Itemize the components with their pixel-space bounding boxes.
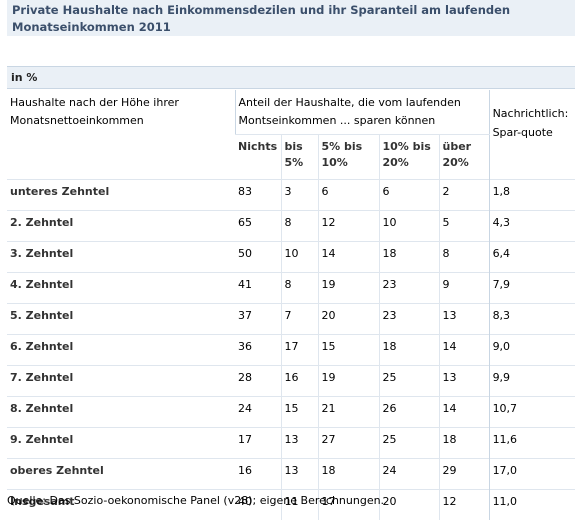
- cell-value: 20: [318, 304, 379, 335]
- cell-value: 21: [318, 397, 379, 428]
- sub-header-ueber20: über 20%: [439, 135, 489, 180]
- cell-value: 20: [379, 490, 439, 520]
- cell-value: 23: [379, 273, 439, 304]
- cell-value: 8: [281, 273, 318, 304]
- cell-value: 16: [281, 366, 318, 397]
- cell-value: 24: [235, 397, 281, 428]
- cell-value: 5: [439, 211, 489, 242]
- table-title: Private Haushalte nach Einkommensdezilen…: [7, 0, 575, 36]
- sparquote-value: 9,9: [489, 366, 575, 397]
- cell-value: 16: [235, 459, 281, 490]
- cell-value: 29: [439, 459, 489, 490]
- cell-value: 19: [318, 273, 379, 304]
- sparquote-value: 1,8: [489, 180, 575, 211]
- sparquote-value: 11,0: [489, 490, 575, 520]
- cell-value: 37: [235, 304, 281, 335]
- sub-header-10bis20: 10% bis 20%: [379, 135, 439, 180]
- sparquote-value: 17,0: [489, 459, 575, 490]
- row-header-label: Haushalte nach der Höhe ihrer Monatsnett…: [7, 90, 235, 180]
- cell-value: 10: [281, 242, 318, 273]
- cell-value: 28: [235, 366, 281, 397]
- cell-value: 65: [235, 211, 281, 242]
- cell-value: 13: [281, 459, 318, 490]
- cell-value: 12: [439, 490, 489, 520]
- cell-value: 41: [235, 273, 281, 304]
- cell-value: 15: [318, 335, 379, 366]
- cell-value: 6: [379, 180, 439, 211]
- cell-value: 8: [439, 242, 489, 273]
- cell-value: 9: [439, 273, 489, 304]
- sparquote-value: 7,9: [489, 273, 575, 304]
- cell-value: 24: [379, 459, 439, 490]
- cell-value: 19: [318, 366, 379, 397]
- row-label: oberes Zehntel: [7, 459, 235, 490]
- source-note: Quelle: Das Sozio-oekonomische Panel (v2…: [7, 494, 384, 507]
- cell-value: 13: [439, 304, 489, 335]
- cell-value: 2: [439, 180, 489, 211]
- row-label: 3. Zehntel: [7, 242, 235, 273]
- cell-value: 83: [235, 180, 281, 211]
- cell-value: 12: [318, 211, 379, 242]
- row-label: unteres Zehntel: [7, 180, 235, 211]
- side-header-label: Nachrichtlich: Spar-quote: [489, 90, 575, 180]
- cell-value: 17: [281, 335, 318, 366]
- row-label: 2. Zehntel: [7, 211, 235, 242]
- cell-value: 18: [318, 459, 379, 490]
- sparquote-value: 10,7: [489, 397, 575, 428]
- sub-header-5bis10: 5% bis 10%: [318, 135, 379, 180]
- cell-value: 18: [439, 428, 489, 459]
- cell-value: 25: [379, 366, 439, 397]
- cell-value: 25: [379, 428, 439, 459]
- sparquote-value: 4,3: [489, 211, 575, 242]
- sub-header-nichts: Nichts: [235, 135, 281, 180]
- data-table: Haushalte nach der Höhe ihrer Monatsnett…: [7, 90, 575, 520]
- row-label: 9. Zehntel: [7, 428, 235, 459]
- group-header-label: Anteil der Haushalte, die vom laufenden …: [235, 90, 489, 135]
- cell-value: 36: [235, 335, 281, 366]
- sparquote-value: 6,4: [489, 242, 575, 273]
- sparquote-value: 8,3: [489, 304, 575, 335]
- cell-value: 17: [235, 428, 281, 459]
- cell-value: 14: [439, 335, 489, 366]
- cell-value: 6: [318, 180, 379, 211]
- unit-label: in %: [7, 66, 575, 89]
- cell-value: 13: [439, 366, 489, 397]
- row-label: 6. Zehntel: [7, 335, 235, 366]
- cell-value: 27: [318, 428, 379, 459]
- cell-value: 10: [379, 211, 439, 242]
- cell-value: 3: [281, 180, 318, 211]
- cell-value: 8: [281, 211, 318, 242]
- cell-value: 26: [379, 397, 439, 428]
- cell-value: 18: [379, 335, 439, 366]
- row-label: 4. Zehntel: [7, 273, 235, 304]
- row-label: 5. Zehntel: [7, 304, 235, 335]
- cell-value: 7: [281, 304, 318, 335]
- cell-value: 13: [281, 428, 318, 459]
- row-label: 7. Zehntel: [7, 366, 235, 397]
- cell-value: 50: [235, 242, 281, 273]
- cell-value: 14: [318, 242, 379, 273]
- cell-value: 23: [379, 304, 439, 335]
- sub-header-bis5: bis 5%: [281, 135, 318, 180]
- sparquote-value: 11,6: [489, 428, 575, 459]
- cell-value: 14: [439, 397, 489, 428]
- row-label: 8. Zehntel: [7, 397, 235, 428]
- cell-value: 15: [281, 397, 318, 428]
- cell-value: 18: [379, 242, 439, 273]
- sparquote-value: 9,0: [489, 335, 575, 366]
